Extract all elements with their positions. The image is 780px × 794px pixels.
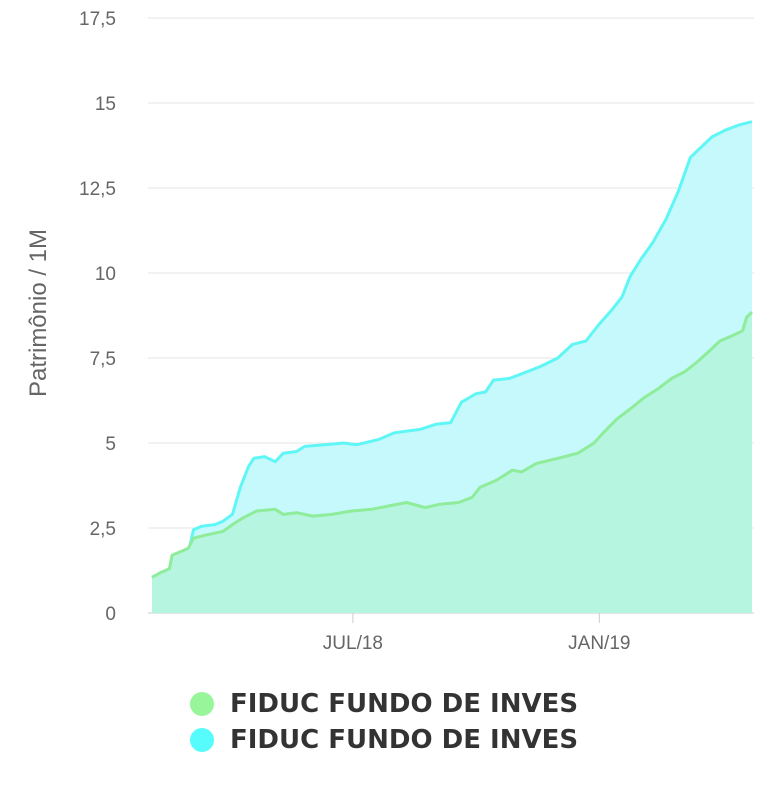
series-areas [151, 120, 754, 613]
legend-item[interactable]: FIDUC FUNDO DE INVES [190, 722, 578, 758]
series-area [152, 312, 752, 613]
x-tick-label: JAN/19 [568, 633, 630, 654]
y-tick-label: 7,5 [90, 349, 116, 370]
y-tick-label: 5 [105, 434, 116, 455]
series-line[interactable] [151, 120, 753, 579]
legend-swatch-icon [190, 728, 214, 752]
legend: FIDUC FUNDO DE INVES FIDUC FUNDO DE INVE… [190, 686, 578, 758]
chart: JUL/18 JAN/19 0 2,5 5 7,5 10 12,5 15 17,5 Patrim… [25, 9, 754, 654]
legend-swatch-icon [190, 692, 214, 716]
legend-label: FIDUC FUNDO DE INVES [230, 689, 579, 719]
y-axis-title: Patrimônio / 1M [25, 229, 52, 397]
x-tick-label: JUL/18 [323, 633, 383, 654]
y-tick-label: 2,5 [90, 519, 116, 540]
y-tick-label: 12,5 [79, 179, 116, 200]
series-line[interactable] [151, 311, 754, 579]
legend-label: FIDUC FUNDO DE INVES [230, 725, 579, 755]
y-tick-label: 15 [95, 94, 116, 115]
y-tick-label: 17,5 [79, 9, 116, 30]
y-axis-tick-labels: 0 2,5 5 7,5 10 12,5 15 17,5 [79, 9, 116, 625]
y-tick-label: 0 [105, 604, 116, 625]
legend-item[interactable]: FIDUC FUNDO DE INVES [190, 686, 578, 722]
x-axis: JUL/18 JAN/19 [323, 613, 630, 654]
y-tick-label: 10 [95, 264, 116, 285]
